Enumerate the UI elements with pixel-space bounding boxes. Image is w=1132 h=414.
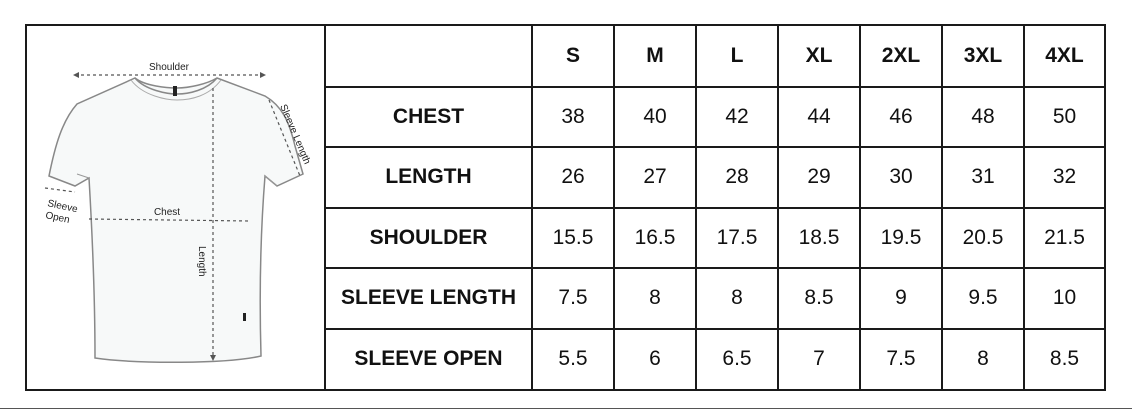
table-cell: 28 [695, 146, 779, 209]
table-cell: 7.5 [531, 267, 615, 330]
size-table: S M L XL 2XL 3XL 4XL CHEST 38 40 42 44 4… [326, 26, 1104, 389]
size-header-row: S M L XL 2XL 3XL 4XL [326, 26, 1104, 88]
tshirt-illustration: Shoulder Sleeve Length Sleeve Open Chest… [44, 62, 312, 364]
size-column-header: 3XL [941, 26, 1025, 88]
bottom-rule [0, 408, 1132, 409]
side-tag [243, 313, 246, 321]
table-cell: 8.5 [1023, 327, 1104, 389]
tshirt-diagram: Shoulder Sleeve Length Sleeve Open Chest… [27, 26, 324, 389]
table-row: SLEEVE OPEN 5.5 6 6.5 7 7.5 8 8.5 [326, 327, 1104, 389]
table-cell: 8.5 [777, 267, 861, 330]
row-label-sleeve-length: SLEEVE LENGTH [326, 267, 533, 330]
size-column-header: L [695, 26, 779, 88]
table-cell: 7.5 [859, 327, 943, 389]
sleeve-length-measure-line [268, 99, 301, 177]
shoulder-label: Shoulder [149, 62, 190, 73]
table-cell: 30 [859, 146, 943, 209]
table-cell: 50 [1023, 85, 1104, 148]
table-cell: 42 [695, 85, 779, 148]
table-cell: 44 [777, 85, 861, 148]
chest-label: Chest [154, 207, 180, 218]
chest-measure-line [88, 218, 251, 222]
table-cell: 10 [1023, 267, 1104, 330]
table-cell: 8 [941, 327, 1025, 389]
table-cell: 7 [777, 327, 861, 389]
table-cell: 6 [613, 327, 697, 389]
size-column-header: 2XL [859, 26, 943, 88]
table-row: SLEEVE LENGTH 7.5 8 8 8.5 9 9.5 10 [326, 267, 1104, 330]
table-cell: 31 [941, 146, 1025, 209]
table-cell: 32 [1023, 146, 1104, 209]
panel-divider [324, 26, 326, 389]
size-column-header: M [613, 26, 697, 88]
table-row: SHOULDER 15.5 16.5 17.5 18.5 19.5 20.5 2… [326, 206, 1104, 269]
tshirt-outline [48, 77, 304, 364]
table-cell: 20.5 [941, 206, 1025, 269]
table-cell: 8 [695, 267, 779, 330]
size-column-header: S [531, 26, 615, 88]
table-row: CHEST 38 40 42 44 46 48 50 [326, 85, 1104, 148]
table-cell: 5.5 [531, 327, 615, 389]
table-cell: 38 [531, 85, 615, 148]
table-row: LENGTH 26 27 28 29 30 31 32 [326, 146, 1104, 209]
table-cell: 17.5 [695, 206, 779, 269]
table-cell: 9 [859, 267, 943, 330]
table-cell: 48 [941, 85, 1025, 148]
table-cell: 29 [777, 146, 861, 209]
corner-cell [326, 26, 533, 88]
table-cell: 18.5 [777, 206, 861, 269]
table-cell: 9.5 [941, 267, 1025, 330]
sleeve-open-measure-line [44, 187, 76, 193]
row-label-length: LENGTH [326, 146, 533, 209]
table-cell: 16.5 [613, 206, 697, 269]
table-cell: 15.5 [531, 206, 615, 269]
neck-tag [173, 86, 177, 96]
size-chart-frame: Shoulder Sleeve Length Sleeve Open Chest… [25, 24, 1106, 391]
table-cell: 27 [613, 146, 697, 209]
table-cell: 6.5 [695, 327, 779, 389]
table-cell: 19.5 [859, 206, 943, 269]
size-column-header: 4XL [1023, 26, 1104, 88]
row-label-shoulder: SHOULDER [326, 206, 533, 269]
row-label-chest: CHEST [326, 85, 533, 148]
size-column-header: XL [777, 26, 861, 88]
sleeve-open-label-line2: Open [44, 210, 70, 226]
length-label: Length [196, 246, 207, 277]
table-cell: 21.5 [1023, 206, 1104, 269]
row-label-sleeve-open: SLEEVE OPEN [326, 327, 533, 389]
table-cell: 46 [859, 85, 943, 148]
table-cell: 40 [613, 85, 697, 148]
table-cell: 8 [613, 267, 697, 330]
table-cell: 26 [531, 146, 615, 209]
